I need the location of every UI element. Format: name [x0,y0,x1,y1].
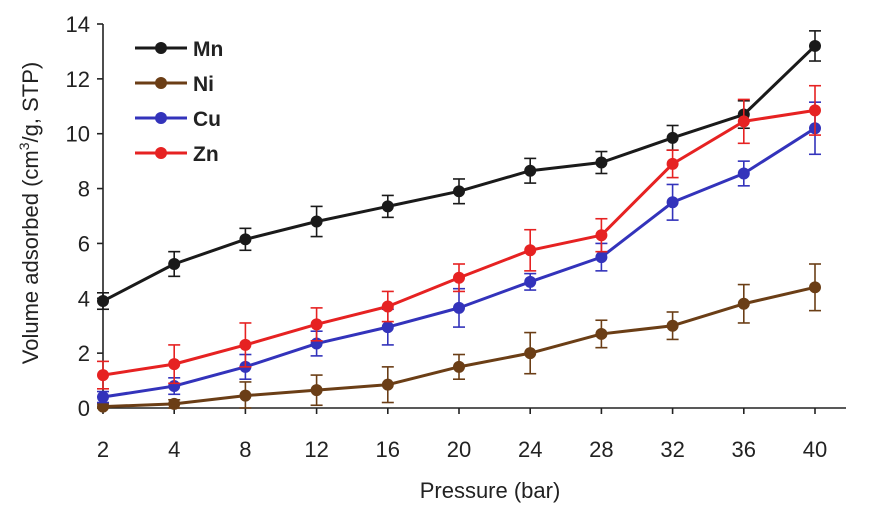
data-point-mn [381,200,394,213]
legend-swatch-marker [155,112,167,124]
data-point-zn [595,229,608,242]
x-axis-ticks: 2 4 8 12 16 20 24 28 32 36 40 [97,408,827,462]
data-point-zn [809,104,821,117]
x-tick-label: 20 [447,437,471,462]
series-zn [97,84,821,390]
x-tick-label: 8 [239,437,251,462]
legend-swatch-marker [155,147,167,159]
data-point-zn [737,115,750,128]
data-point-zn [97,369,109,382]
x-tick-label: 28 [589,437,613,462]
y-tick-label: 2 [78,341,90,366]
data-point-ni [310,384,323,397]
data-point-cu [595,251,608,264]
legend-label-mn: Mn [193,38,223,61]
legend-label-cu: Cu [193,108,221,131]
y-tick-label: 12 [66,67,90,92]
x-tick-label: 12 [304,437,328,462]
data-point-zn [168,358,181,371]
y-axis-ticks: 0 2 4 6 8 10 12 14 [66,12,103,421]
data-point-ni [524,347,537,360]
data-point-cu [97,391,109,404]
data-point-ni [666,319,679,332]
legend-swatch-marker [155,42,167,54]
data-point-zn [524,244,537,257]
data-point-zn [666,157,679,170]
data-point-ni [453,360,465,373]
legend-item-ni: Ni [135,73,214,96]
data-point-mn [310,215,323,228]
x-tick-label: 24 [518,437,542,462]
data-point-mn [168,258,181,270]
data-point-cu [737,167,750,180]
data-point-mn [453,185,465,198]
series-layer [97,30,821,413]
data-point-cu [381,321,394,334]
data-point-mn [595,156,608,169]
data-point-ni [809,281,821,294]
x-tick-label: 2 [97,437,109,462]
data-point-zn [453,271,465,284]
y-axis-title-suffix: /g, STP) [18,62,43,143]
y-tick-label: 0 [78,396,90,421]
x-axis-title: Pressure (bar) [420,478,561,503]
data-point-ni [595,327,608,340]
data-point-ni [97,400,109,413]
legend-label-zn: Zn [193,143,219,166]
data-point-zn [239,338,252,351]
y-axis-title-superscript: 3 [16,142,32,150]
x-tick-label: 4 [168,437,180,462]
legend-item-cu: Cu [135,108,221,131]
legend-item-zn: Zn [135,143,219,166]
data-point-ni [239,389,252,402]
data-point-mn [524,164,537,177]
data-point-cu [666,196,679,209]
data-point-mn [809,39,821,52]
legend-swatch-marker [155,77,167,89]
data-point-zn [381,300,394,313]
data-point-ni [381,378,394,391]
data-point-mn [97,295,109,308]
x-tick-label: 32 [660,437,684,462]
y-tick-label: 14 [66,12,90,37]
y-tick-label: 4 [78,286,90,311]
x-tick-label: 16 [376,437,400,462]
x-tick-label: 36 [732,437,756,462]
data-point-mn [239,233,252,246]
y-tick-label: 10 [66,122,90,147]
legend-label-ni: Ni [193,73,214,96]
legend: Mn Ni Cu Zn [135,38,223,166]
data-point-cu [524,275,537,288]
data-point-ni [168,397,181,410]
axes [101,24,846,409]
y-axis-title: Volume adsorbed (cm3/g, STP) [16,62,43,364]
data-point-ni [737,297,750,310]
data-point-cu [453,301,465,314]
x-tick-label: 40 [803,437,827,462]
y-tick-label: 8 [78,177,90,202]
y-tick-label: 6 [78,231,90,256]
legend-item-mn: Mn [135,38,223,61]
data-point-mn [666,131,679,144]
series-ni [97,263,821,413]
data-point-zn [310,318,323,331]
y-axis-title-main: Volume adsorbed (cm [18,150,43,364]
